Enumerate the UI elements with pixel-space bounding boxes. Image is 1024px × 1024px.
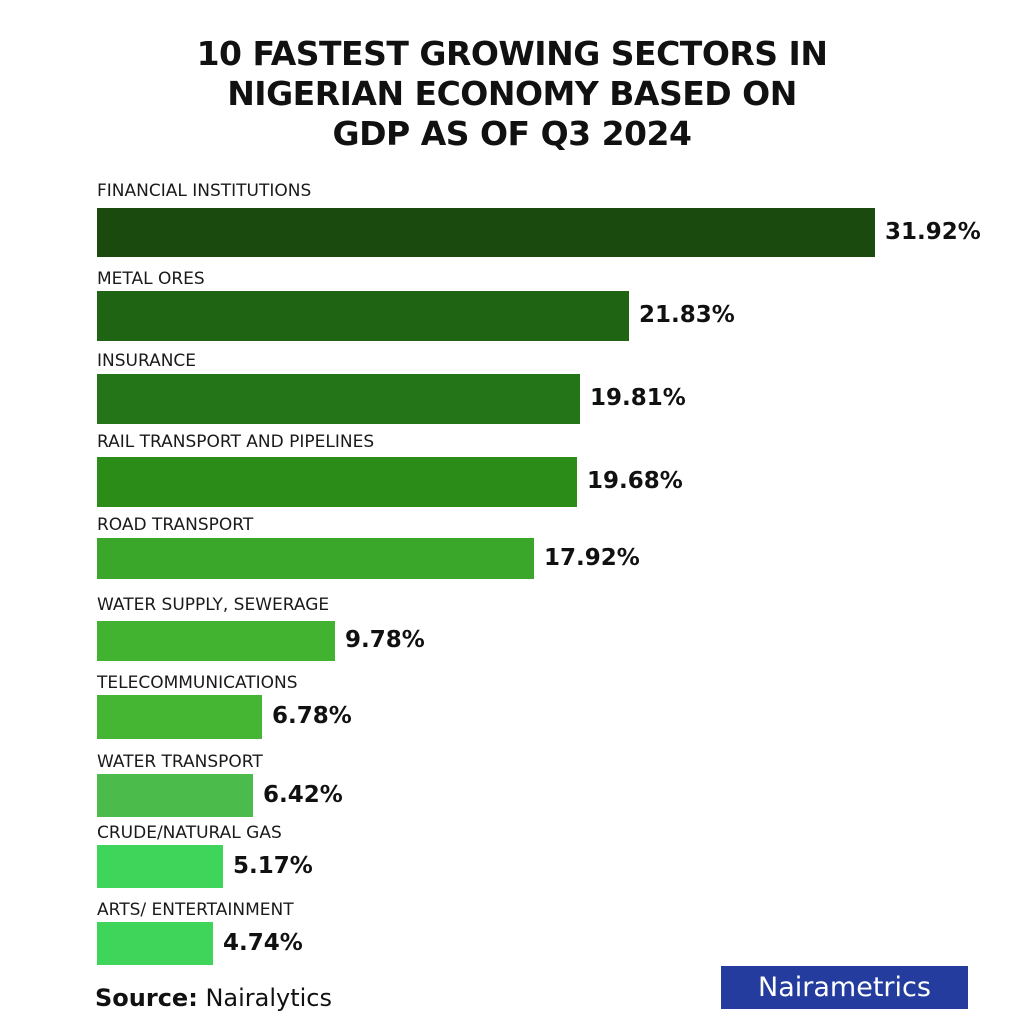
category-label: WATER TRANSPORT xyxy=(97,752,263,772)
value-label: 4.74% xyxy=(223,929,303,956)
value-label: 6.78% xyxy=(272,703,352,729)
source-note: Source: Nairalytics xyxy=(95,984,332,1012)
category-label: TELECOMMUNICATIONS xyxy=(97,673,298,693)
bar xyxy=(97,208,875,257)
category-label: ROAD TRANSPORT xyxy=(97,515,254,535)
category-label: INSURANCE xyxy=(97,351,197,371)
bar xyxy=(97,695,262,739)
source-label: Source: xyxy=(95,984,198,1012)
bar xyxy=(97,457,577,507)
value-label: 19.81% xyxy=(590,385,686,411)
value-label: 31.92% xyxy=(885,218,981,245)
source-value: Nairalytics xyxy=(205,984,332,1012)
category-label: CRUDE/NATURAL GAS xyxy=(97,823,282,843)
title-line-1: 10 FASTEST GROWING SECTORS IN xyxy=(196,34,828,73)
value-label: 19.68% xyxy=(587,468,683,494)
category-label: WATER SUPPLY, SEWERAGE xyxy=(97,595,330,615)
value-label: 17.92% xyxy=(544,544,640,571)
title-line-3: GDP AS OF Q3 2024 xyxy=(332,114,692,153)
bar xyxy=(97,291,629,341)
nairametrics-logo: Nairametrics xyxy=(721,966,968,1009)
value-label: 5.17% xyxy=(233,852,313,879)
category-label: METAL ORES xyxy=(97,269,205,289)
category-label: FINANCIAL INSTITUTIONS xyxy=(97,181,312,201)
value-label: 21.83% xyxy=(639,302,735,328)
bar xyxy=(97,621,335,661)
bar xyxy=(97,538,534,579)
bar xyxy=(97,774,253,817)
bar xyxy=(97,374,580,424)
bar xyxy=(97,922,213,965)
value-label: 9.78% xyxy=(345,627,425,653)
category-label: RAIL TRANSPORT AND PIPELINES xyxy=(97,432,375,452)
chart-title: 10 FASTEST GROWING SECTORS IN NIGERIAN E… xyxy=(0,34,1024,154)
value-label: 6.42% xyxy=(263,781,343,808)
bar xyxy=(97,845,223,888)
category-label: ARTS/ ENTERTAINMENT xyxy=(97,900,294,920)
title-line-2: NIGERIAN ECONOMY BASED ON xyxy=(227,74,797,113)
